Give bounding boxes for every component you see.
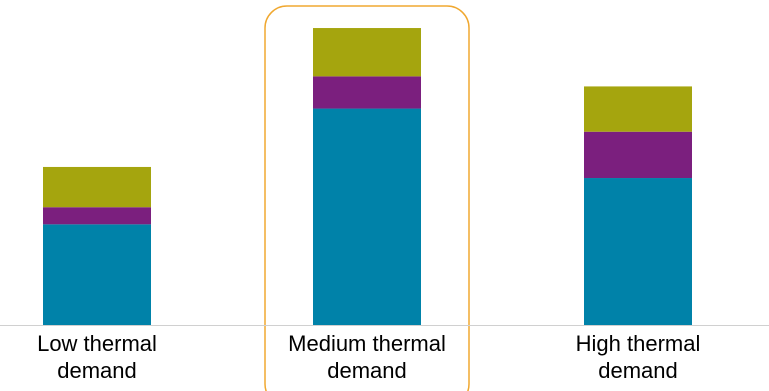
bar-segment-3-series-3 <box>584 86 692 132</box>
bar-segment-1-series-1 <box>43 224 151 325</box>
x-tick-label-line: demand <box>327 358 407 383</box>
bar-segment-1-series-2 <box>43 207 151 225</box>
bar-segment-2-series-1 <box>313 108 421 325</box>
bar-segment-2-series-2 <box>313 76 421 109</box>
bar-segment-1-series-3 <box>43 166 151 208</box>
highlight-frame <box>264 5 470 391</box>
x-tick-label-3: High thermal demand <box>523 330 753 384</box>
x-tick-label-line: High thermal <box>575 331 701 356</box>
bar-segment-3-series-2 <box>584 131 692 179</box>
x-tick-label-1: Low thermal demand <box>0 330 212 384</box>
x-tick-label-line: demand <box>598 358 678 383</box>
x-tick-label-line: Low thermal <box>37 331 157 356</box>
bar-segment-2-series-3 <box>313 28 421 77</box>
x-tick-label-2: Medium thermal demand <box>252 330 482 384</box>
x-tick-label-line: demand <box>57 358 137 383</box>
bar-segment-3-series-1 <box>584 178 692 325</box>
x-tick-label-line: Medium thermal <box>288 331 446 356</box>
